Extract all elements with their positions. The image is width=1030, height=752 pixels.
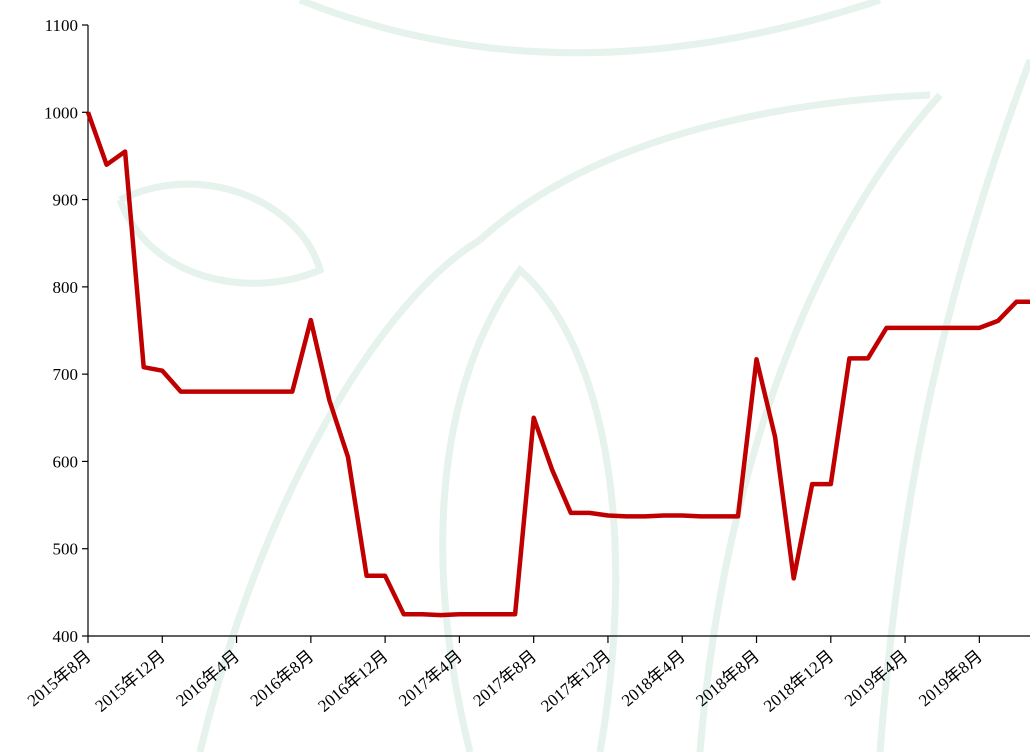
x-tick-label: 2018年8月 [692, 647, 763, 711]
y-tick-label: 700 [53, 365, 79, 384]
x-tick-label: 2016年8月 [247, 647, 318, 711]
y-tick-label: 1000 [44, 103, 78, 122]
x-tick-label: 2019年8月 [915, 647, 986, 711]
y-tick-label: 400 [53, 627, 79, 646]
x-tick-label: 2016年12月 [314, 647, 391, 716]
x-tick-label: 2016年4月 [172, 647, 243, 711]
y-tick-label: 800 [53, 278, 79, 297]
x-tick-label: 2015年8月 [24, 647, 95, 711]
x-tick-label: 2019年4月 [841, 647, 912, 711]
x-tick-label: 2017年12月 [537, 647, 614, 716]
x-tick-label: 2018年12月 [760, 647, 837, 716]
y-tick-label: 500 [53, 540, 79, 559]
x-tick-label: 2018年4月 [618, 647, 689, 711]
y-tick-label: 900 [53, 191, 79, 210]
x-tick-label: 2017年8月 [469, 647, 540, 711]
line-series [85, 111, 1030, 618]
y-tick-label: 1100 [45, 16, 78, 35]
y-tick-label: 600 [53, 452, 79, 471]
watermark [116, 0, 1030, 752]
x-tick-label: 2015年12月 [92, 647, 169, 716]
